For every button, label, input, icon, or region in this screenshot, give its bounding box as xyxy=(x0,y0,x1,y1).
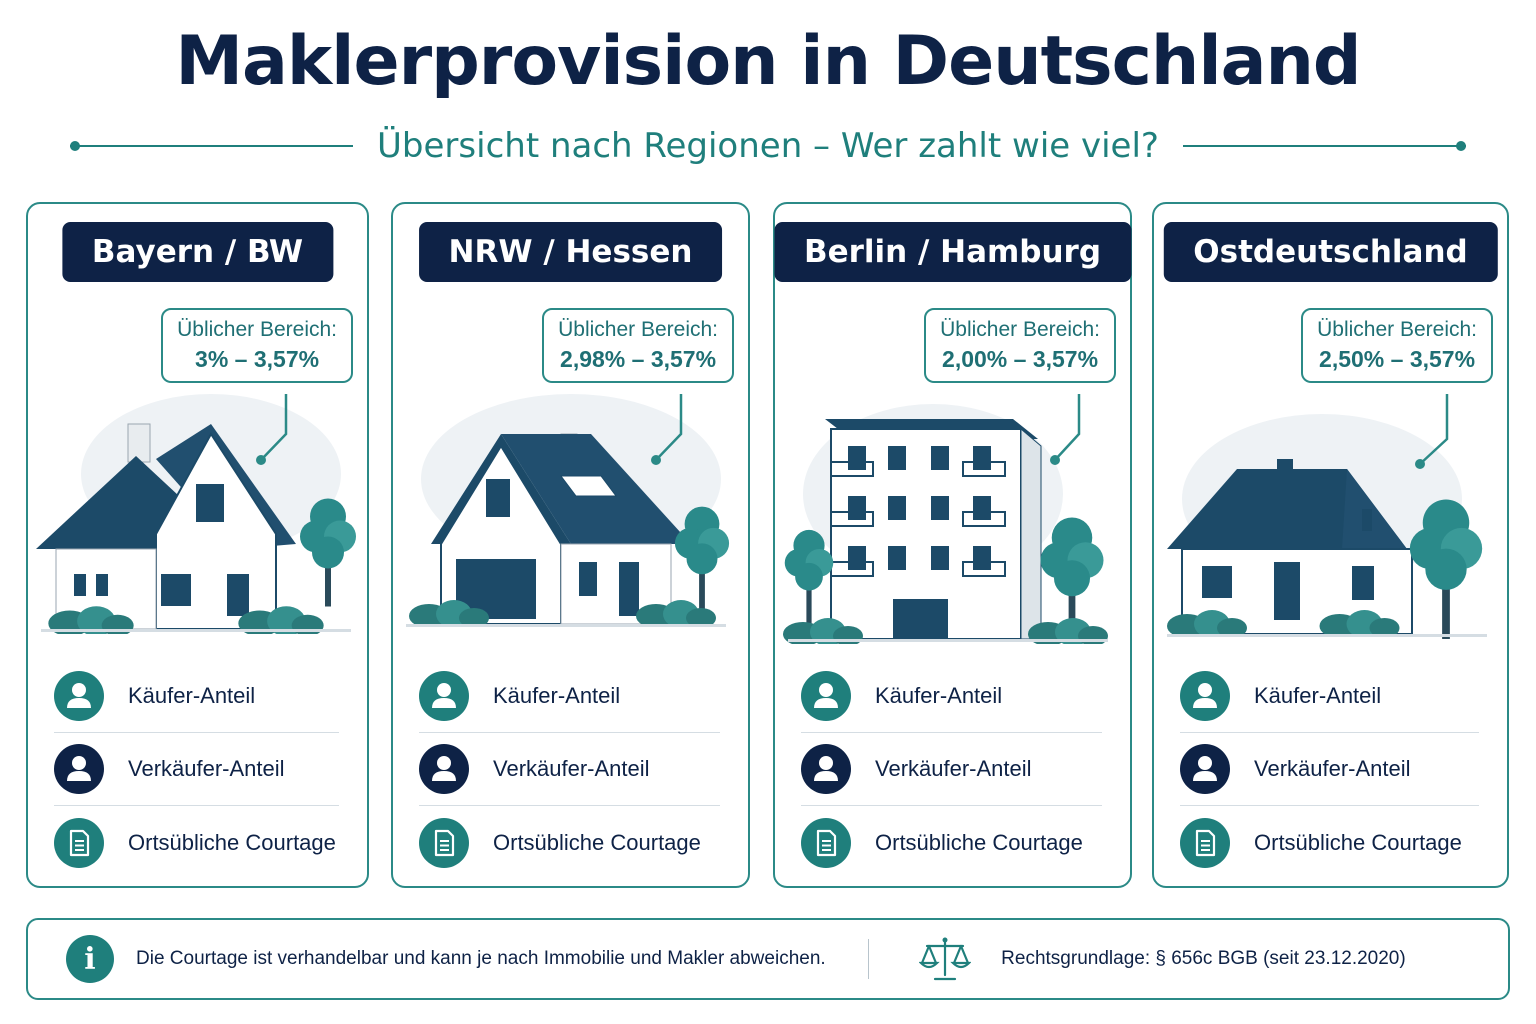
range-label: Üblicher Bereich: xyxy=(940,318,1100,341)
range-bubble: Üblicher Bereich: 2,50% – 3,57% xyxy=(1301,308,1493,383)
row-label: Käufer-Anteil xyxy=(1254,683,1382,708)
row-label: Verkäufer-Anteil xyxy=(128,756,285,781)
range-bubble: Üblicher Bereich: 3% – 3,57% xyxy=(161,308,353,383)
row-label: Verkäufer-Anteil xyxy=(875,756,1032,781)
footer-note: Die Courtage ist verhandelbar und kann j… xyxy=(136,948,826,969)
list-item: Verkäufer-Anteil xyxy=(419,733,720,806)
divider-line xyxy=(1182,141,1467,151)
list-item: Verkäufer-Anteil xyxy=(1180,733,1479,806)
list-item: Käufer-Anteil xyxy=(1180,660,1479,733)
row-label: Käufer-Anteil xyxy=(875,683,1003,708)
house-icon xyxy=(36,394,356,634)
region-title: NRW / Hessen xyxy=(418,222,723,282)
person-icon xyxy=(54,671,104,721)
row-label: Käufer-Anteil xyxy=(493,683,621,708)
info-footer: i Die Courtage ist verhandelbar und kann… xyxy=(26,918,1510,1000)
document-icon xyxy=(801,817,851,868)
person-icon xyxy=(1180,744,1230,794)
row-label: Ortsübliche Courtage xyxy=(875,829,1083,855)
range-label: Üblicher Bereich: xyxy=(558,318,718,341)
list-item: Verkäufer-Anteil xyxy=(801,733,1102,806)
range-value: 2,50% – 3,57% xyxy=(1319,346,1476,372)
house-icon xyxy=(1167,394,1487,639)
list-item: Ortsübliche Courtage xyxy=(801,806,1102,879)
range-value: 2,00% – 3,57% xyxy=(942,346,1099,372)
role-list: Käufer-Anteil Verkäufer-Anteil Ortsüblic… xyxy=(801,660,1102,879)
list-item: Ortsübliche Courtage xyxy=(419,806,720,879)
role-list: Käufer-Anteil Verkäufer-Anteil Ortsüblic… xyxy=(1180,660,1479,879)
region-card-bayern: Bayern / BW Üblicher Bereich: 3% – 3,57%… xyxy=(26,202,369,888)
document-icon xyxy=(1180,817,1230,868)
range-value: 2,98% – 3,57% xyxy=(560,346,717,372)
region-title: Berlin / Hamburg xyxy=(773,222,1132,282)
legal-basis: Rechtsgrundlage: § 656c BGB (seit 23.12.… xyxy=(1001,948,1406,969)
region-title: Bayern / BW xyxy=(61,222,334,282)
page-title: Maklerprovision in Deutschland xyxy=(175,22,1361,101)
range-label: Üblicher Bereich: xyxy=(1317,318,1477,341)
person-icon xyxy=(54,744,104,794)
person-icon xyxy=(1180,671,1230,721)
row-label: Ortsübliche Courtage xyxy=(128,829,336,855)
house-icon xyxy=(406,394,730,627)
person-icon xyxy=(419,671,469,721)
list-item: Ortsübliche Courtage xyxy=(54,806,339,879)
range-bubble: Üblicher Bereich: 2,00% – 3,57% xyxy=(924,308,1116,383)
subtitle-row: Übersicht nach Regionen – Wer zahlt wie … xyxy=(70,118,1467,174)
list-item: Verkäufer-Anteil xyxy=(54,733,339,806)
row-label: Verkäufer-Anteil xyxy=(1254,756,1411,781)
list-item: Käufer-Anteil xyxy=(419,660,720,733)
row-label: Verkäufer-Anteil xyxy=(493,756,650,781)
range-label: Üblicher Bereich: xyxy=(177,318,337,341)
info-icon: i xyxy=(66,935,114,983)
document-icon xyxy=(419,817,469,868)
list-item: Ortsübliche Courtage xyxy=(1180,806,1479,879)
scale-icon xyxy=(919,937,972,981)
row-label: Käufer-Anteil xyxy=(128,683,256,708)
apartment-building-icon xyxy=(783,394,1108,644)
region-title: Ostdeutschland xyxy=(1163,222,1498,282)
person-icon xyxy=(801,671,851,721)
role-list: Käufer-Anteil Verkäufer-Anteil Ortsüblic… xyxy=(419,660,720,879)
row-label: Ortsübliche Courtage xyxy=(1254,829,1462,855)
region-card-ostdeutschland: Ostdeutschland Üblicher Bereich: 2,50% –… xyxy=(1152,202,1509,888)
document-icon xyxy=(54,817,104,868)
person-icon xyxy=(419,744,469,794)
page-subtitle: Übersicht nach Regionen – Wer zahlt wie … xyxy=(377,126,1159,166)
divider-line xyxy=(70,141,354,151)
range-bubble: Üblicher Bereich: 2,98% – 3,57% xyxy=(542,308,734,383)
region-card-nrw: NRW / Hessen Üblicher Bereich: 2,98% – 3… xyxy=(391,202,750,888)
range-value: 3% – 3,57% xyxy=(195,346,320,372)
list-item: Käufer-Anteil xyxy=(54,660,339,733)
person-icon xyxy=(801,744,851,794)
footer-divider xyxy=(867,939,870,979)
row-label: Ortsübliche Courtage xyxy=(493,829,701,855)
region-card-berlin: Berlin / Hamburg Üblicher Bereich: 2,00%… xyxy=(773,202,1132,888)
role-list: Käufer-Anteil Verkäufer-Anteil Ortsüblic… xyxy=(54,660,339,879)
list-item: Käufer-Anteil xyxy=(801,660,1102,733)
